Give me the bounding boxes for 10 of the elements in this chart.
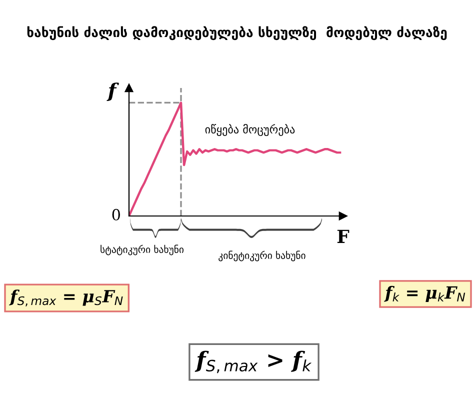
text: 0: [112, 208, 120, 220]
chart-title: ხახუნის ძალის დამოკიდებულება სხეულზე მოდებულ ძალაზე: [27, 26, 447, 40]
text: f$_{S,max}$ > f$_{k}$: [194, 350, 312, 374]
text: f$_{k}$ = μ$_{k}$F$_{N}$: [384, 286, 466, 302]
y-axis-title: f: [106, 82, 119, 102]
text: კინეტიკური ხახუნი: [218, 250, 306, 262]
annotation: იწყება მოცურება: [205, 124, 295, 136]
text: f$_{S,max}$ = μ$_{S}$F$_{N}$: [9, 290, 123, 306]
x-axis-title: F: [337, 230, 350, 243]
text: სტატიკური ხახუნი: [100, 244, 184, 256]
